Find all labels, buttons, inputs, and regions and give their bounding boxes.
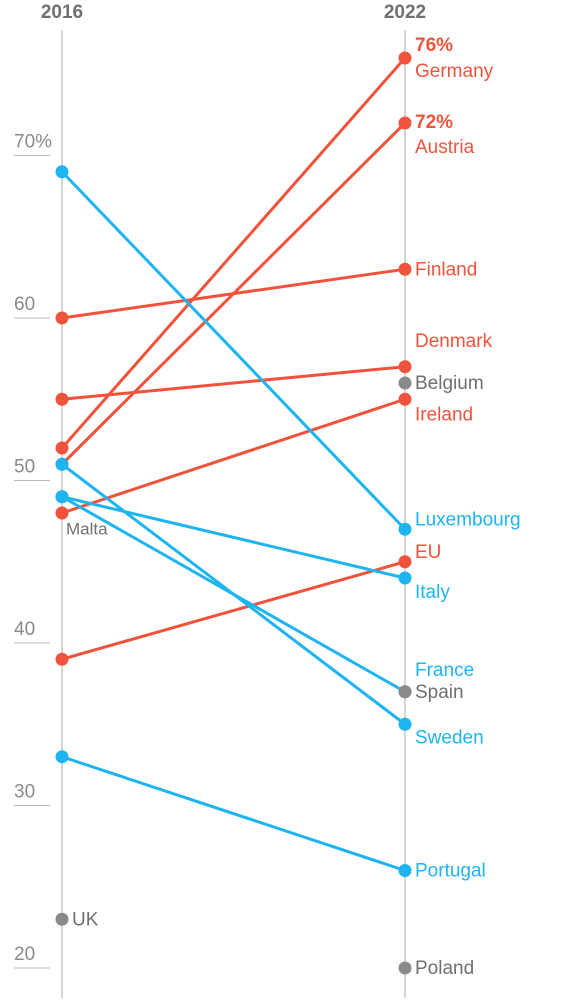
label-denmark: Denmark — [415, 331, 493, 352]
year-header-2022: 2022 — [384, 2, 426, 23]
year-header-2016: 2016 — [41, 2, 83, 23]
label-eu: EU — [415, 542, 441, 563]
label-uk: UK — [72, 909, 99, 930]
label-spain: Spain — [415, 682, 464, 703]
point-denmark-2016 — [55, 392, 69, 406]
label-germany: Germany — [415, 61, 494, 82]
label-poland: Poland — [415, 958, 474, 979]
y-tick-label-30: 30 — [14, 782, 35, 803]
line-ireland — [60, 397, 407, 515]
line-portugal — [60, 755, 407, 872]
label-italy: Italy — [415, 582, 450, 603]
point-eu-2016 — [55, 652, 69, 666]
point-france-2016 — [55, 490, 69, 504]
point-luxembourg-2022 — [398, 522, 412, 536]
y-tick-label-50: 50 — [14, 457, 35, 478]
label-france: France — [415, 660, 474, 681]
line-sweden — [60, 462, 407, 726]
line-eu — [60, 560, 407, 661]
label-luxembourg: Luxembourg — [415, 509, 521, 530]
point-ireland-2022 — [398, 392, 412, 406]
point-portugal-2016 — [55, 750, 69, 764]
point-eu-2022 — [398, 555, 412, 569]
value-label-germany: 76% — [415, 35, 453, 56]
line-finland — [60, 267, 407, 320]
label-sweden: Sweden — [415, 727, 484, 748]
label-finland: Finland — [415, 259, 477, 280]
y-axis-ticks: 70% 60 50 40 30 20 — [14, 132, 52, 969]
point-denmark-2022 — [398, 360, 412, 374]
point-spain-2022 — [398, 685, 412, 699]
y-tick-label-70: 70% — [14, 132, 52, 153]
point-austria-2022 — [398, 116, 412, 130]
point-belgium-2022 — [398, 376, 412, 390]
point-poland-2022 — [398, 961, 412, 975]
point-portugal-2022 — [398, 864, 412, 877]
point-germany-2022 — [398, 51, 412, 65]
point-luxembourg-2016 — [55, 165, 69, 179]
label-portugal: Portugal — [415, 861, 486, 882]
point-italy-2022 — [398, 571, 412, 585]
label-malta: Malta — [66, 519, 108, 538]
line-germany — [60, 56, 407, 450]
point-germany-2016 — [55, 441, 69, 455]
slope-lines — [60, 56, 407, 872]
point-ireland-2016 — [55, 506, 69, 520]
y-tick-label-60: 60 — [14, 294, 35, 315]
country-labels: Germany 76% Austria 72% Finland Denmark Irelan… — [66, 35, 521, 979]
y-tick-label-20: 20 — [14, 944, 35, 965]
line-luxembourg — [60, 170, 407, 531]
point-uk-2016 — [55, 912, 69, 926]
point-sweden-2016 — [55, 457, 69, 471]
point-finland-2022 — [398, 262, 412, 276]
value-label-austria: 72% — [415, 112, 453, 133]
point-sweden-2022 — [398, 717, 412, 731]
data-points — [55, 51, 412, 975]
label-austria: Austria — [415, 137, 475, 158]
label-belgium: Belgium — [415, 373, 484, 394]
y-tick-label-40: 40 — [14, 619, 35, 640]
point-finland-2016 — [55, 311, 69, 325]
line-denmark — [60, 365, 407, 401]
label-ireland: Ireland — [415, 404, 473, 425]
line-italy — [60, 495, 407, 580]
